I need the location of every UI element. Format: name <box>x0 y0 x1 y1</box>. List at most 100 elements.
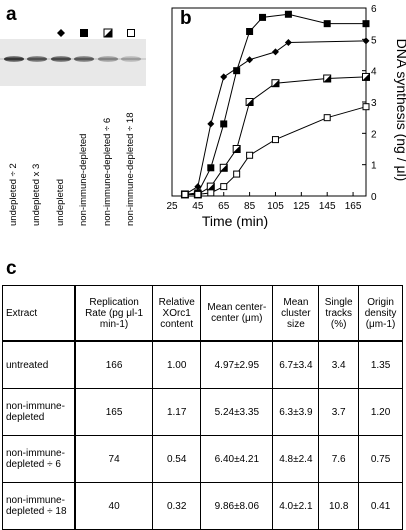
table-row: non-immune-depleted ÷ 6 74 0.54 6.40±4.2… <box>1 435 403 483</box>
panel-label-a: a <box>6 4 17 25</box>
table-cell: 74 <box>73 435 154 483</box>
data-point <box>362 20 370 28</box>
data-point <box>246 151 254 159</box>
data-point <box>271 48 279 56</box>
y-tick-label: 0 <box>371 192 377 203</box>
x-tick-label: 125 <box>293 201 310 212</box>
data-point <box>362 103 370 111</box>
series-filled-square <box>181 10 370 198</box>
header-center-center: Mean center-center (μm) <box>200 285 274 342</box>
lane-marker-half-filled-square-icon <box>103 28 113 38</box>
table-cell: untreated <box>1 340 76 389</box>
table-row: non-immune-depleted 165 1.17 5.24±3.35 6… <box>1 388 403 436</box>
table-cell: 40 <box>73 482 154 530</box>
blot-band <box>4 56 24 62</box>
table-row: untreated 166 1.00 4.97±2.95 6.7±3.4 3.4… <box>1 340 403 389</box>
header-extract: Extract <box>1 285 76 342</box>
data-point <box>246 28 254 35</box>
table-cell: 1.17 <box>152 388 202 436</box>
data-point <box>194 190 202 198</box>
lane-label: non-immune-depleted ÷ 18 <box>125 112 136 226</box>
y-tick-label: 2 <box>371 129 377 140</box>
table-cell: non-immune-depleted <box>1 388 76 436</box>
x-tick-label: 25 <box>166 201 178 212</box>
table-cell: 10.8 <box>318 482 360 530</box>
table-cell: 0.75 <box>358 435 403 483</box>
data-point <box>232 145 241 153</box>
y-tick-label: 3 <box>371 98 377 109</box>
data-point <box>206 182 215 191</box>
series-open-square <box>181 103 370 198</box>
data-point <box>284 10 292 18</box>
lane-marker-diamond-icon <box>57 29 65 37</box>
data-point <box>207 120 215 128</box>
lane-label: undepleted x 3 <box>31 163 42 226</box>
summary-table: Extract Replication Rate (pg μl-1 min-1)… <box>1 285 403 530</box>
lane-label: non-immune-depleted ÷ 6 <box>102 117 113 226</box>
y-tick-label: 6 <box>371 4 377 15</box>
table-cell: 6.7±3.4 <box>272 340 320 389</box>
series-line <box>184 13 366 195</box>
table-cell: 0.54 <box>152 435 202 483</box>
y-tick-label: 5 <box>371 35 377 46</box>
table-cell: 4.0±2.1 <box>272 482 320 530</box>
data-point <box>323 74 332 83</box>
header-xorc1: Relative XOrc1 content <box>152 285 202 342</box>
table-cell: non-immune-depleted ÷ 18 <box>1 482 76 530</box>
data-point <box>259 13 267 21</box>
y-tick-label: 1 <box>371 161 377 172</box>
data-point <box>207 189 215 197</box>
lane-marker-open-square-icon <box>127 29 135 37</box>
data-point <box>194 183 202 191</box>
header-replication-rate: Replication Rate (pg μl-1 min-1) <box>73 285 154 342</box>
lane-label: undepleted ÷ 2 <box>8 163 19 226</box>
table-cell: 5.24±3.35 <box>200 388 274 436</box>
table-cell: 166 <box>73 340 154 389</box>
x-tick-label: 45 <box>192 201 204 212</box>
x-tick-label: 165 <box>345 201 362 212</box>
blot-band <box>74 56 94 62</box>
data-point <box>323 20 331 28</box>
blot-membrane <box>0 39 146 86</box>
lane-label: undepleted <box>55 178 66 226</box>
data-point <box>233 170 241 178</box>
panel-label-c: c <box>6 258 17 279</box>
data-point <box>271 136 279 144</box>
data-point <box>271 79 280 88</box>
y-tick-label: 4 <box>371 67 377 78</box>
series-line <box>184 40 367 195</box>
x-tick-label: 145 <box>319 201 336 212</box>
data-point <box>220 73 228 81</box>
table-header-row: Extract Replication Rate (pg μl-1 min-1)… <box>1 285 403 342</box>
table-cell: 3.7 <box>318 388 360 436</box>
series-diamond <box>181 37 370 198</box>
data-point <box>246 56 254 64</box>
blot-image <box>0 28 146 86</box>
table-cell: 9.86±8.06 <box>200 482 274 530</box>
table-cell: 1.35 <box>358 340 403 389</box>
table-cell: 165 <box>73 388 154 436</box>
plot-frame <box>171 7 367 197</box>
data-point <box>220 183 228 191</box>
header-cluster-size: Mean cluster size <box>272 285 320 342</box>
y-axis-label: DNA synthesis (ng / μl) <box>394 39 406 182</box>
data-point <box>323 114 331 122</box>
series-line <box>184 76 367 195</box>
blot-panel: a undepleted ÷ 2 undepleted x 3 undepleted… <box>0 0 150 230</box>
table-cell: 0.32 <box>152 482 202 530</box>
table-cell: 4.97±2.95 <box>200 340 274 389</box>
panel-label-b: b <box>180 8 192 29</box>
data-point <box>219 163 228 172</box>
data-point <box>245 98 254 106</box>
table-cell: 6.40±4.21 <box>200 435 274 483</box>
data-point <box>181 190 189 198</box>
header-single-tracks: Single tracks (%) <box>318 285 360 342</box>
table-cell: 7.6 <box>318 435 360 483</box>
table-cell: non-immune-depleted ÷ 6 <box>1 435 76 483</box>
data-point <box>233 67 241 75</box>
x-tick-label: 105 <box>267 201 284 212</box>
lane-label: non-immune-depleted <box>78 133 89 226</box>
table-row: non-immune-depleted ÷ 18 40 0.32 9.86±8.… <box>1 482 403 530</box>
x-axis-label: Time (min) <box>202 213 268 229</box>
